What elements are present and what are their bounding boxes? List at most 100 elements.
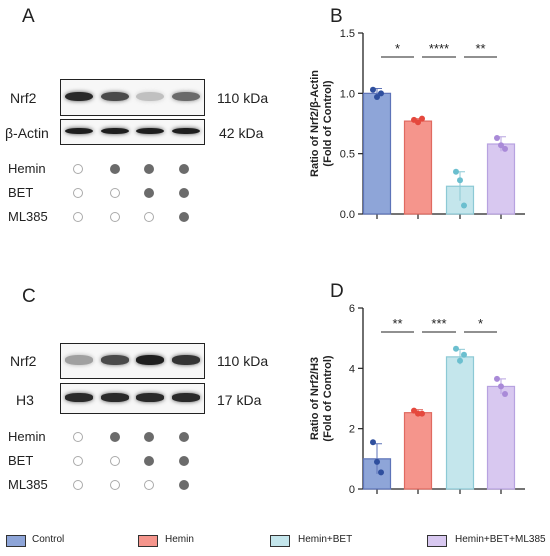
y-tick-label: 6 bbox=[349, 303, 355, 315]
condition-dot-filled bbox=[179, 456, 189, 466]
legend-swatch-hemin bbox=[138, 535, 158, 547]
panel-letter-b: B bbox=[330, 6, 343, 27]
y-axis-label: Ratio of Nrf2/H3 bbox=[309, 357, 321, 440]
significance-label: ** bbox=[475, 41, 485, 56]
condition-dot-filled bbox=[144, 164, 154, 174]
condition-dot-filled bbox=[110, 432, 120, 442]
blot-band bbox=[100, 127, 129, 135]
condition-label-ml385-c: ML385 bbox=[8, 477, 48, 492]
data-point bbox=[374, 458, 380, 465]
blot-band bbox=[172, 393, 201, 402]
condition-dot-filled bbox=[179, 212, 189, 222]
blot-band bbox=[172, 355, 201, 365]
blot-band bbox=[172, 91, 201, 102]
blot-band bbox=[64, 127, 93, 135]
legend-label-hemin-bet-ml385: Hemin+BET+ML385 bbox=[455, 534, 546, 545]
significance-label: ** bbox=[392, 316, 402, 331]
significance-label: *** bbox=[431, 316, 446, 331]
legend-label-hemin-bet: Hemin+BET bbox=[298, 534, 353, 545]
blot-band bbox=[100, 393, 129, 402]
y-tick-label: 4 bbox=[349, 363, 355, 375]
data-point bbox=[494, 375, 500, 382]
blot-band bbox=[64, 393, 93, 402]
blot-band bbox=[64, 91, 93, 102]
bar-chart-d: D 0 2 4 6 Ratio of Nrf2/H3 (Fold of Control) **… bbox=[309, 281, 525, 496]
bar-1 bbox=[403, 412, 433, 490]
condition-dot-empty bbox=[73, 164, 83, 174]
legend-label-control: Control bbox=[32, 534, 65, 545]
data-point bbox=[498, 383, 504, 390]
blot-label-beta-actin: β-Actin bbox=[5, 125, 49, 141]
blot-band bbox=[100, 355, 129, 365]
data-point bbox=[502, 390, 508, 397]
condition-dot-filled bbox=[179, 188, 189, 198]
blot-band bbox=[172, 127, 201, 135]
condition-dot-empty bbox=[144, 212, 154, 222]
condition-label-hemin-a: Hemin bbox=[8, 161, 46, 176]
kda-label-nrf2-a: 110 kDa bbox=[217, 90, 269, 106]
blot-band bbox=[100, 91, 129, 102]
data-point bbox=[453, 345, 459, 352]
legend-label-hemin: Hemin bbox=[165, 534, 194, 545]
condition-dot-empty bbox=[73, 480, 83, 490]
legend-swatch-control bbox=[6, 535, 26, 547]
bar-1 bbox=[403, 120, 433, 215]
y-tick-label: 0 bbox=[349, 484, 355, 496]
blot-band bbox=[136, 393, 165, 402]
condition-dot-empty bbox=[73, 456, 83, 466]
blot-band bbox=[64, 355, 93, 365]
condition-dot-filled bbox=[179, 432, 189, 442]
kda-label-h3: 17 kDa bbox=[217, 392, 262, 408]
condition-label-bet-a: BET bbox=[8, 185, 34, 200]
panel-letter-d: D bbox=[330, 281, 344, 302]
data-point bbox=[494, 134, 500, 141]
blot-band bbox=[136, 355, 165, 365]
data-point bbox=[378, 469, 384, 476]
data-point bbox=[419, 410, 425, 417]
data-point bbox=[461, 351, 467, 358]
legend-swatch-hemin-bet bbox=[270, 535, 290, 547]
condition-label-bet-c: BET bbox=[8, 453, 34, 468]
y-tick-label: 1.0 bbox=[340, 88, 355, 100]
condition-dot-filled bbox=[179, 164, 189, 174]
data-point bbox=[457, 177, 463, 184]
data-point bbox=[457, 357, 463, 364]
condition-label-ml385-a: ML385 bbox=[8, 209, 48, 224]
condition-dot-filled bbox=[179, 480, 189, 490]
bar-3 bbox=[486, 385, 516, 490]
condition-dot-empty bbox=[110, 188, 120, 198]
condition-dot-filled bbox=[110, 164, 120, 174]
western-blot-nrf2-c bbox=[60, 343, 205, 379]
condition-dot-empty bbox=[110, 212, 120, 222]
y-tick-label: 2 bbox=[349, 424, 355, 436]
y-tick-label: 0.0 bbox=[340, 209, 355, 221]
condition-dot-empty bbox=[73, 212, 83, 222]
blot-band bbox=[136, 127, 165, 135]
data-point bbox=[461, 202, 467, 209]
western-blot-beta-actin bbox=[60, 119, 205, 145]
condition-dot-empty bbox=[73, 432, 83, 442]
y-axis-label: (Fold of Control) bbox=[322, 355, 334, 441]
data-point bbox=[502, 145, 508, 152]
condition-dot-filled bbox=[144, 188, 154, 198]
blot-label-h3: H3 bbox=[16, 392, 34, 408]
panel-letter-c: C bbox=[22, 286, 36, 307]
condition-dot-filled bbox=[144, 456, 154, 466]
panel-letter-a: A bbox=[22, 6, 35, 27]
data-point bbox=[370, 86, 376, 93]
bar-2 bbox=[445, 356, 475, 490]
western-blot-nrf2-a bbox=[60, 79, 205, 116]
blot-label-nrf2-a: Nrf2 bbox=[10, 90, 37, 106]
y-tick-label: 0.5 bbox=[340, 149, 355, 161]
data-point bbox=[378, 90, 384, 97]
y-tick-label: 1.5 bbox=[340, 28, 355, 40]
data-point bbox=[374, 93, 380, 100]
blot-band bbox=[136, 91, 165, 102]
bar-chart-b: B 0.0 0.5 1.0 1.5 Ratio of Nrf2/β-Actin (Fold … bbox=[309, 6, 525, 221]
significance-label: **** bbox=[429, 41, 449, 56]
legend-swatch-hemin-bet-ml385 bbox=[427, 535, 447, 547]
data-point bbox=[415, 119, 421, 126]
kda-label-nrf2-c: 110 kDa bbox=[217, 353, 269, 369]
bar-0 bbox=[362, 92, 392, 215]
condition-dot-empty bbox=[73, 188, 83, 198]
